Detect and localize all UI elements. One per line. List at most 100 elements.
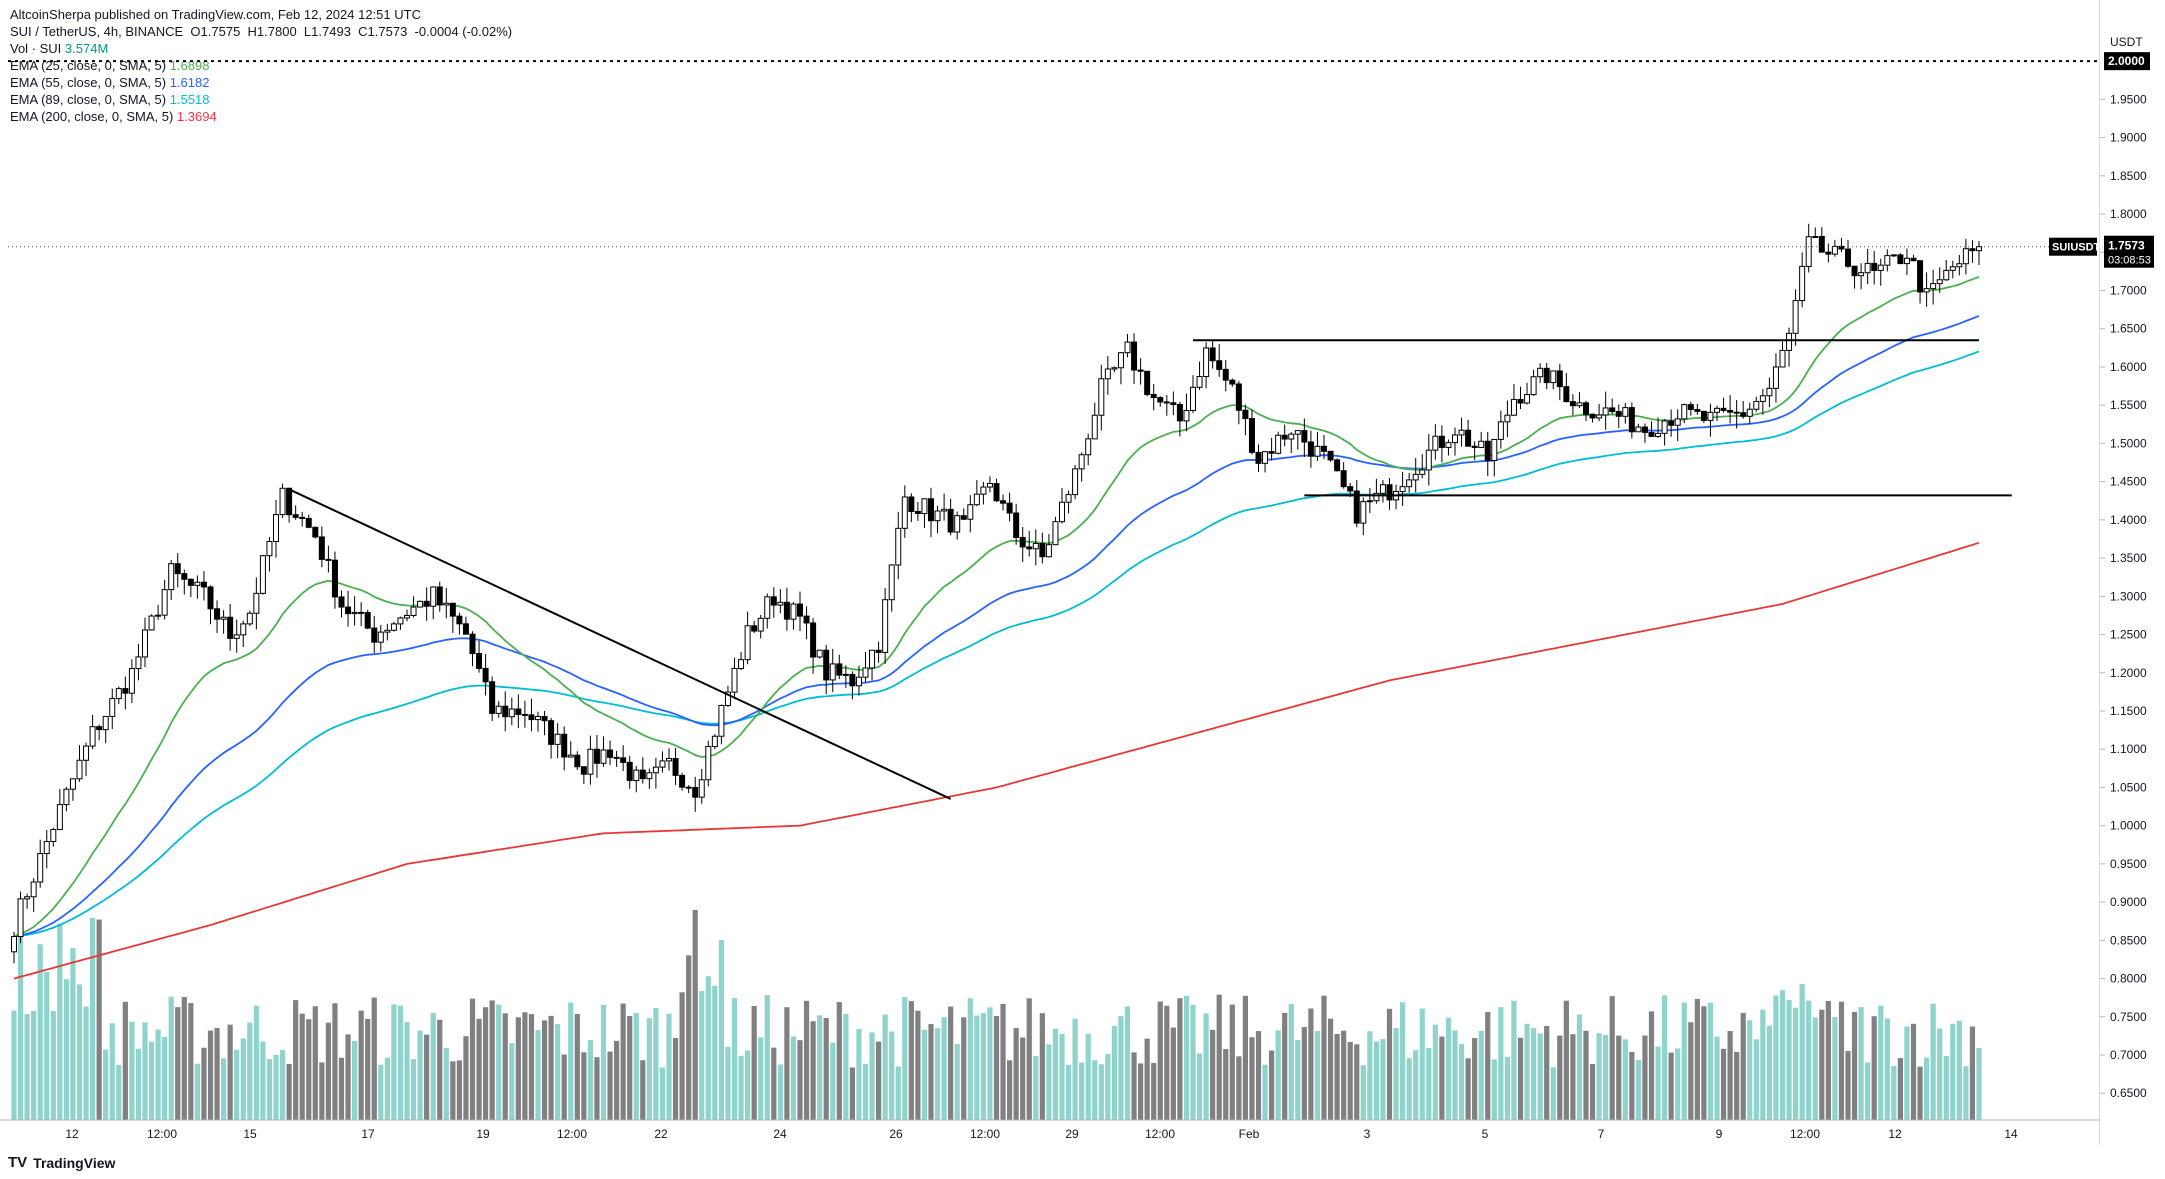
- candle: [1583, 402, 1589, 415]
- volume-bar: [1183, 995, 1190, 1120]
- candle: [1609, 407, 1616, 413]
- candle: [1104, 368, 1111, 380]
- candle: [1399, 486, 1406, 493]
- candle: [764, 596, 771, 619]
- candle: [227, 616, 234, 639]
- volume-bar: [1537, 1033, 1543, 1120]
- volume-bar: [122, 1001, 128, 1120]
- candle: [1347, 486, 1354, 492]
- candle: [1039, 542, 1046, 558]
- alert-price-tag[interactable]: [2104, 52, 2150, 71]
- candle: [993, 482, 1000, 502]
- volume-bar: [764, 995, 770, 1120]
- volume-bar: [371, 997, 377, 1120]
- candle: [168, 563, 175, 591]
- volume-bar: [1079, 1062, 1085, 1120]
- ema25-line: [13, 275, 1980, 938]
- volume-bar: [1734, 1051, 1740, 1120]
- volume-bar: [1478, 1030, 1484, 1120]
- candle: [495, 705, 502, 714]
- x-tick-label: 12:00: [557, 1127, 587, 1141]
- ema-lines: [13, 275, 1980, 980]
- x-tick-label: 29: [1065, 1127, 1079, 1141]
- candle: [751, 625, 758, 632]
- candle: [803, 615, 810, 624]
- volume-bar: [63, 979, 69, 1120]
- candle: [1563, 386, 1570, 403]
- volume-bar: [103, 1049, 109, 1120]
- volume-bar: [1963, 1066, 1969, 1120]
- volume-bar: [1131, 1052, 1137, 1120]
- volume-bar: [1662, 995, 1668, 1120]
- candle: [515, 708, 522, 715]
- volume-bar: [1819, 1009, 1825, 1120]
- volume-bar: [790, 1036, 797, 1120]
- candle: [1962, 248, 1969, 265]
- volume-bar: [1000, 1003, 1006, 1120]
- volume-bar: [686, 955, 692, 1120]
- volume-bar: [1694, 998, 1700, 1120]
- candle: [646, 772, 653, 780]
- volume-bar: [672, 1038, 679, 1120]
- volume-bar: [1747, 1020, 1753, 1120]
- volume-bar: [31, 1010, 37, 1120]
- volume-bar: [155, 1029, 161, 1120]
- candle: [797, 603, 803, 617]
- last-price-tag: [2104, 235, 2154, 268]
- candle: [115, 688, 122, 700]
- candle: [633, 769, 640, 781]
- volume-bar: [83, 1006, 89, 1120]
- volume-bar: [1714, 1036, 1720, 1120]
- candle: [187, 578, 194, 586]
- candle: [1379, 484, 1386, 494]
- candle: [1812, 236, 1819, 239]
- candle: [1766, 387, 1773, 397]
- volume-bar: [1760, 1009, 1766, 1120]
- candle: [947, 508, 954, 533]
- candle: [888, 564, 895, 601]
- volume-bar: [1563, 1000, 1569, 1120]
- candle: [1176, 404, 1183, 422]
- volume-bar: [293, 1000, 299, 1120]
- volume-bar: [1314, 1030, 1321, 1120]
- volume-bar: [1557, 1035, 1563, 1120]
- volume-bar: [876, 1041, 882, 1120]
- volume-bar: [24, 1014, 30, 1120]
- volume-bar: [1085, 1033, 1091, 1120]
- volume-bar: [902, 996, 908, 1120]
- volume-bar: [1373, 1041, 1379, 1120]
- volume-bar: [640, 1060, 646, 1120]
- y-tick-label: 1.8500: [2110, 169, 2147, 183]
- candle: [1013, 512, 1020, 538]
- volume-bar: [312, 1006, 318, 1120]
- y-tick-label: 1.8000: [2110, 207, 2147, 221]
- x-tick-label: 22: [654, 1127, 668, 1141]
- volume-bar: [96, 919, 102, 1120]
- y-tick-label: 1.2500: [2110, 628, 2147, 642]
- tradingview-brand[interactable]: TV TradingView: [8, 1154, 115, 1171]
- candle: [1976, 246, 1982, 252]
- y-tick-label: 1.7000: [2110, 284, 2147, 298]
- volume-bar: [646, 1018, 652, 1120]
- candle: [1006, 502, 1013, 514]
- candle: [1484, 440, 1491, 461]
- ema200-value: 1.3694: [176, 109, 217, 124]
- volume-bar: [705, 976, 711, 1120]
- candle: [259, 555, 266, 594]
- volume-bar: [653, 1008, 659, 1120]
- trendline[interactable]: [288, 488, 952, 800]
- candle: [548, 720, 555, 745]
- volume-bar: [1550, 1067, 1556, 1120]
- candle: [240, 623, 247, 636]
- candle: [1190, 386, 1196, 411]
- x-tick-label: 19: [476, 1127, 490, 1141]
- price-axis[interactable]: [2100, 0, 2165, 1179]
- candle: [1491, 438, 1498, 461]
- candle: [1163, 401, 1170, 404]
- candle: [1694, 409, 1701, 412]
- candle: [83, 745, 90, 761]
- candle: [1890, 254, 1897, 257]
- volume-bar: [1360, 1065, 1366, 1120]
- volume-bar: [738, 1055, 744, 1120]
